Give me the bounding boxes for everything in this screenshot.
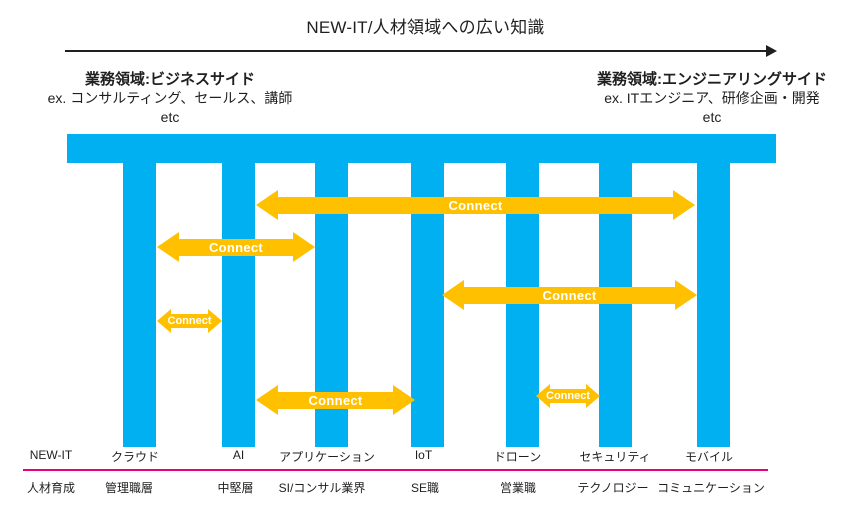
column-label-management: 管理職層: [104, 481, 153, 495]
business-side-etc: etc: [160, 109, 180, 125]
arrowhead-right-icon: [208, 309, 222, 333]
engineering-side-example: ex. ITエンジニア、研修企画・開発: [604, 90, 820, 106]
knowledge-axis-line: [65, 50, 768, 52]
row-header-newit: NEW-IT: [29, 448, 73, 462]
arrowhead-left-icon: [157, 309, 171, 333]
column-label-security: セキュリティ: [579, 450, 651, 464]
business-side-heading: 業務領域:ビジネスサイド: [85, 71, 255, 88]
arrow-body: [278, 196, 673, 214]
connect-arrow-cloud-ai: Connect: [157, 309, 222, 333]
connect-label: Connect: [448, 197, 503, 213]
arrowhead-left-icon: [256, 385, 278, 415]
connect-label: Connect: [546, 390, 590, 402]
arrow-body: [550, 389, 586, 403]
arrowhead-right-icon: [293, 232, 315, 262]
column-label-application: アプリケーション: [279, 450, 375, 464]
column-label-sales: 営業職: [499, 481, 536, 495]
column-label-midlevel: 中堅層: [217, 481, 254, 495]
column-label-iot: IoT: [414, 448, 433, 462]
connect-arrow-ai-mobile: Connect: [256, 190, 695, 220]
arrowhead-right-icon: [393, 385, 415, 415]
column-label-technology: テクノロジー: [577, 481, 649, 495]
connect-label: Connect: [542, 287, 597, 303]
arrow-body: [179, 238, 293, 256]
connect-arrow-ai-iot: Connect: [256, 385, 415, 415]
arrowhead-right-icon: [586, 384, 600, 408]
connect-arrow-drone-security: Connect: [536, 384, 600, 408]
comb-column-cloud: [123, 163, 156, 447]
connect-label: Connect: [308, 392, 363, 408]
connect-label: Connect: [208, 239, 264, 255]
column-label-mobile: モバイル: [684, 450, 733, 464]
arrow-body: [171, 314, 208, 328]
arrowhead-left-icon: [256, 190, 278, 220]
engineering-side-block: 業務領域:エンジニアリングサイド ex. ITエンジニア、研修企画・開発 etc: [557, 70, 851, 127]
row-header-hr: 人材育成: [26, 481, 75, 495]
arrowhead-right-icon: [675, 280, 697, 310]
column-label-cloud: クラウド: [110, 450, 159, 464]
business-side-block: 業務領域:ビジネスサイド ex. コンサルティング、セールス、講師 etc: [15, 70, 325, 127]
column-label-ai: AI: [232, 448, 245, 462]
connect-arrow-iot-mobile: Connect: [442, 280, 697, 310]
comb-column-ai: [222, 163, 255, 447]
comb-top-bar: [67, 134, 776, 163]
column-label-se: SE職: [410, 481, 439, 495]
column-label-si-consult: SI/コンサル業界: [278, 481, 366, 495]
arrowhead-right-icon: [673, 190, 695, 220]
arrowhead-left-icon: [536, 384, 550, 408]
connect-label: Connect: [167, 315, 212, 327]
connect-arrow-cloud-application: Connect: [157, 232, 315, 262]
arrow-body: [464, 286, 675, 304]
column-label-communication: コミュニケーション: [657, 481, 765, 495]
business-side-example: ex. コンサルティング、セールス、講師: [47, 90, 293, 106]
arrowhead-left-icon: [442, 280, 464, 310]
page-title: NEW-IT/人材領域への広い知識: [306, 18, 545, 37]
arrowhead-left-icon: [157, 232, 179, 262]
engineering-side-etc: etc: [702, 109, 722, 125]
divider-line: [23, 469, 768, 471]
column-label-drone: ドローン: [493, 450, 542, 464]
comb-column-mobile: [697, 163, 730, 447]
arrow-body: [278, 391, 393, 409]
engineering-side-heading: 業務領域:エンジニアリングサイド: [597, 71, 827, 88]
right-arrowhead-icon: [766, 45, 777, 57]
